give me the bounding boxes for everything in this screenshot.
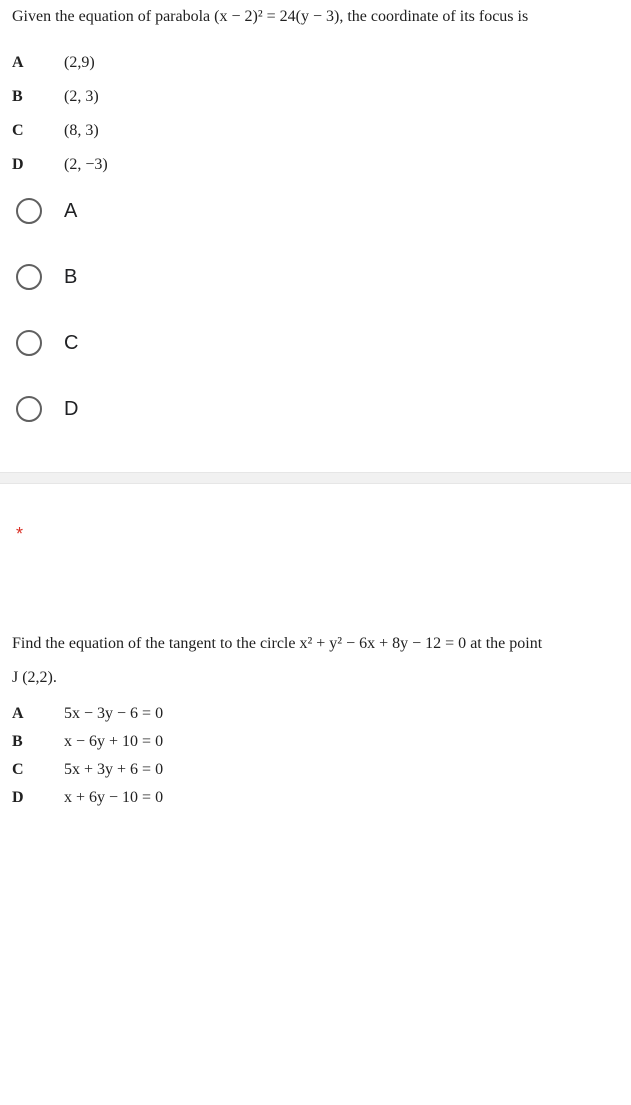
choice-value: 5x − 3y − 6 = 0 bbox=[64, 705, 163, 723]
q2-choice-c: C 5x + 3y + 6 = 0 bbox=[12, 761, 619, 779]
q2-text-after: at the point bbox=[466, 635, 542, 652]
radio-icon bbox=[16, 264, 42, 290]
q1-choice-c: C (8, 3) bbox=[12, 122, 619, 140]
q2-text: Find the equation of the tangent to the … bbox=[12, 635, 619, 653]
q1-answers: A (2,9) B (2, 3) C (8, 3) D (2, −3) bbox=[12, 54, 619, 174]
question-1: Given the equation of parabola (x − 2)² … bbox=[12, 8, 619, 422]
q1-choice-a: A (2,9) bbox=[12, 54, 619, 72]
choice-label: D bbox=[12, 156, 64, 174]
radio-icon bbox=[16, 396, 42, 422]
radio-label: B bbox=[64, 266, 77, 289]
choice-value: (8, 3) bbox=[64, 122, 99, 140]
radio-icon bbox=[16, 330, 42, 356]
choice-label: D bbox=[12, 789, 64, 807]
q1-text-after: , the coordinate of its focus is bbox=[339, 8, 528, 25]
required-marker: * bbox=[16, 524, 619, 545]
radio-label: D bbox=[64, 398, 78, 421]
choice-label: C bbox=[12, 761, 64, 779]
question-separator bbox=[0, 472, 631, 484]
q1-radio-group: A B C D bbox=[12, 198, 619, 422]
radio-label: A bbox=[64, 200, 77, 223]
radio-option-b[interactable]: B bbox=[12, 264, 619, 290]
choice-label: C bbox=[12, 122, 64, 140]
radio-option-c[interactable]: C bbox=[12, 330, 619, 356]
q2-point: J (2,2). bbox=[12, 669, 619, 687]
q2-answers: A 5x − 3y − 6 = 0 B x − 6y + 10 = 0 C 5x… bbox=[12, 705, 619, 807]
q2-choice-d: D x + 6y − 10 = 0 bbox=[12, 789, 619, 807]
choice-label: A bbox=[12, 705, 64, 723]
q1-choice-b: B (2, 3) bbox=[12, 88, 619, 106]
choice-value: (2, 3) bbox=[64, 88, 99, 106]
radio-icon bbox=[16, 198, 42, 224]
question-2: * Find the equation of the tangent to th… bbox=[12, 524, 619, 807]
choice-label: B bbox=[12, 88, 64, 106]
q2-choice-a: A 5x − 3y − 6 = 0 bbox=[12, 705, 619, 723]
choice-value: x − 6y + 10 = 0 bbox=[64, 733, 163, 751]
radio-label: C bbox=[64, 332, 78, 355]
q1-text-before: Given the equation of parabola bbox=[12, 8, 214, 25]
choice-label: A bbox=[12, 54, 64, 72]
radio-option-d[interactable]: D bbox=[12, 396, 619, 422]
q2-choice-b: B x − 6y + 10 = 0 bbox=[12, 733, 619, 751]
choice-label: B bbox=[12, 733, 64, 751]
choice-value: (2,9) bbox=[64, 54, 95, 72]
q1-equation: (x − 2)² = 24(y − 3) bbox=[214, 8, 339, 25]
q2-equation: x² + y² − 6x + 8y − 12 = 0 bbox=[299, 635, 466, 652]
choice-value: 5x + 3y + 6 = 0 bbox=[64, 761, 163, 779]
choice-value: x + 6y − 10 = 0 bbox=[64, 789, 163, 807]
q1-text: Given the equation of parabola (x − 2)² … bbox=[12, 8, 619, 26]
choice-value: (2, −3) bbox=[64, 156, 108, 174]
q2-text-before: Find the equation of the tangent to the … bbox=[12, 635, 299, 652]
radio-option-a[interactable]: A bbox=[12, 198, 619, 224]
q1-choice-d: D (2, −3) bbox=[12, 156, 619, 174]
